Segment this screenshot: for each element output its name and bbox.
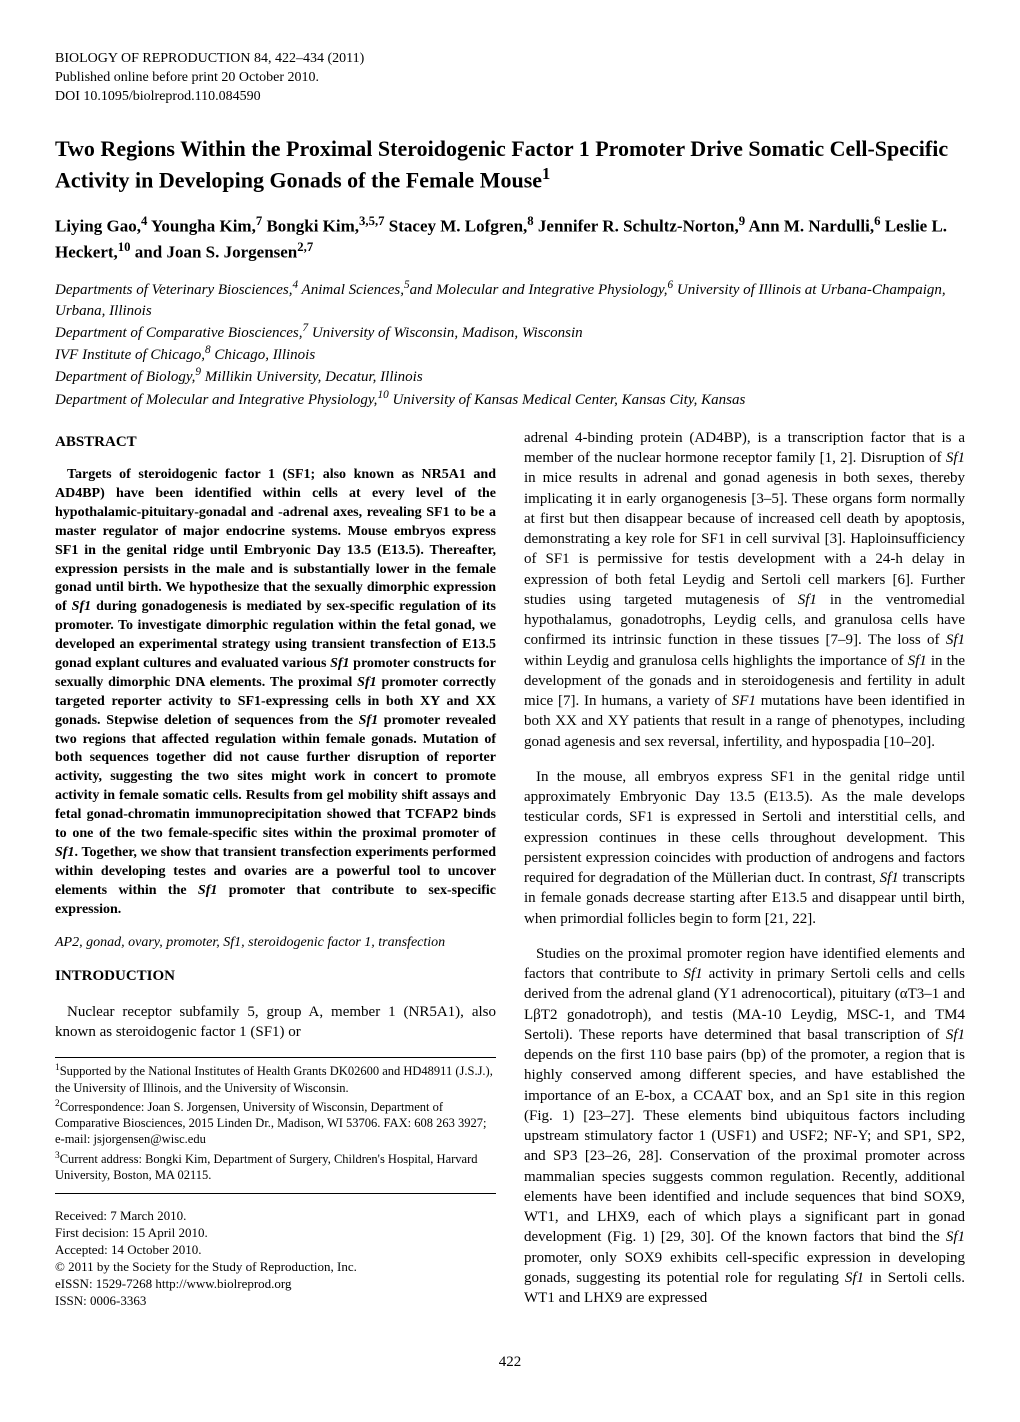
accepted: Accepted: 14 October 2010. [55,1242,496,1259]
footnote-3: 3Current address: Bongki Kim, Department… [55,1150,496,1184]
intro-paragraph-1: Nuclear receptor subfamily 5, group A, m… [55,1002,496,1043]
title-sup: 1 [542,164,550,183]
affiliation: IVF Institute of Chicago,8 Chicago, Illi… [55,343,965,365]
eissn: eISSN: 1529-7268 http://www.biolreprod.o… [55,1276,496,1293]
abstract-text: Targets of steroidogenic factor 1 (SF1; … [55,466,496,919]
two-column-body: ABSTRACT Targets of steroidogenic factor… [55,428,965,1324]
header-meta: BIOLOGY OF REPRODUCTION 84, 422–434 (201… [55,50,965,107]
first-decision: First decision: 15 April 2010. [55,1225,496,1242]
keywords: AP2, gonad, ovary, promoter, Sf1, steroi… [55,934,496,953]
doi: DOI 10.1095/biolreprod.110.084590 [55,88,965,107]
footnote-1: 1Supported by the National Institutes of… [55,1062,496,1096]
journal-line: BIOLOGY OF REPRODUCTION 84, 422–434 (201… [55,50,965,69]
affiliations: Departments of Veterinary Biosciences,4 … [55,278,965,410]
footnote-2: 2Correspondence: Joan S. Jorgensen, Univ… [55,1098,496,1148]
introduction-heading: INTRODUCTION [55,966,496,986]
keywords-text: AP2, gonad, ovary, promoter, Sf1, steroi… [55,935,445,950]
article-title: Two Regions Within the Proximal Steroido… [55,135,965,196]
abstract-heading: ABSTRACT [55,432,496,452]
copyright: © 2011 by the Society for the Study of R… [55,1259,496,1276]
affiliation: Department of Biology,9 Millikin Univers… [55,365,965,387]
page-number: 422 [55,1352,965,1372]
affiliation: Department of Molecular and Integrative … [55,388,965,410]
received: Received: 7 March 2010. [55,1208,496,1225]
footnote-rule [55,1057,496,1058]
title-text: Two Regions Within the Proximal Steroido… [55,136,948,193]
footnotes: 1Supported by the National Institutes of… [55,1062,496,1183]
affiliation: Departments of Veterinary Biosciences,4 … [55,278,965,321]
footnote-block: 1Supported by the National Institutes of… [55,1057,496,1310]
pub-online: Published online before print 20 October… [55,69,965,88]
body-paragraph: adrenal 4-binding protein (AD4BP), is a … [524,428,965,752]
body-paragraph: In the mouse, all embryos express SF1 in… [524,767,965,929]
affiliation: Department of Comparative Biosciences,7 … [55,321,965,343]
issn: ISSN: 0006-3363 [55,1293,496,1310]
footnote-rule [55,1193,496,1194]
body-paragraph: Studies on the proximal promoter region … [524,944,965,1309]
publication-dates: Received: 7 March 2010. First decision: … [55,1208,496,1309]
authors: Liying Gao,4 Youngha Kim,7 Bongki Kim,3,… [55,213,965,264]
